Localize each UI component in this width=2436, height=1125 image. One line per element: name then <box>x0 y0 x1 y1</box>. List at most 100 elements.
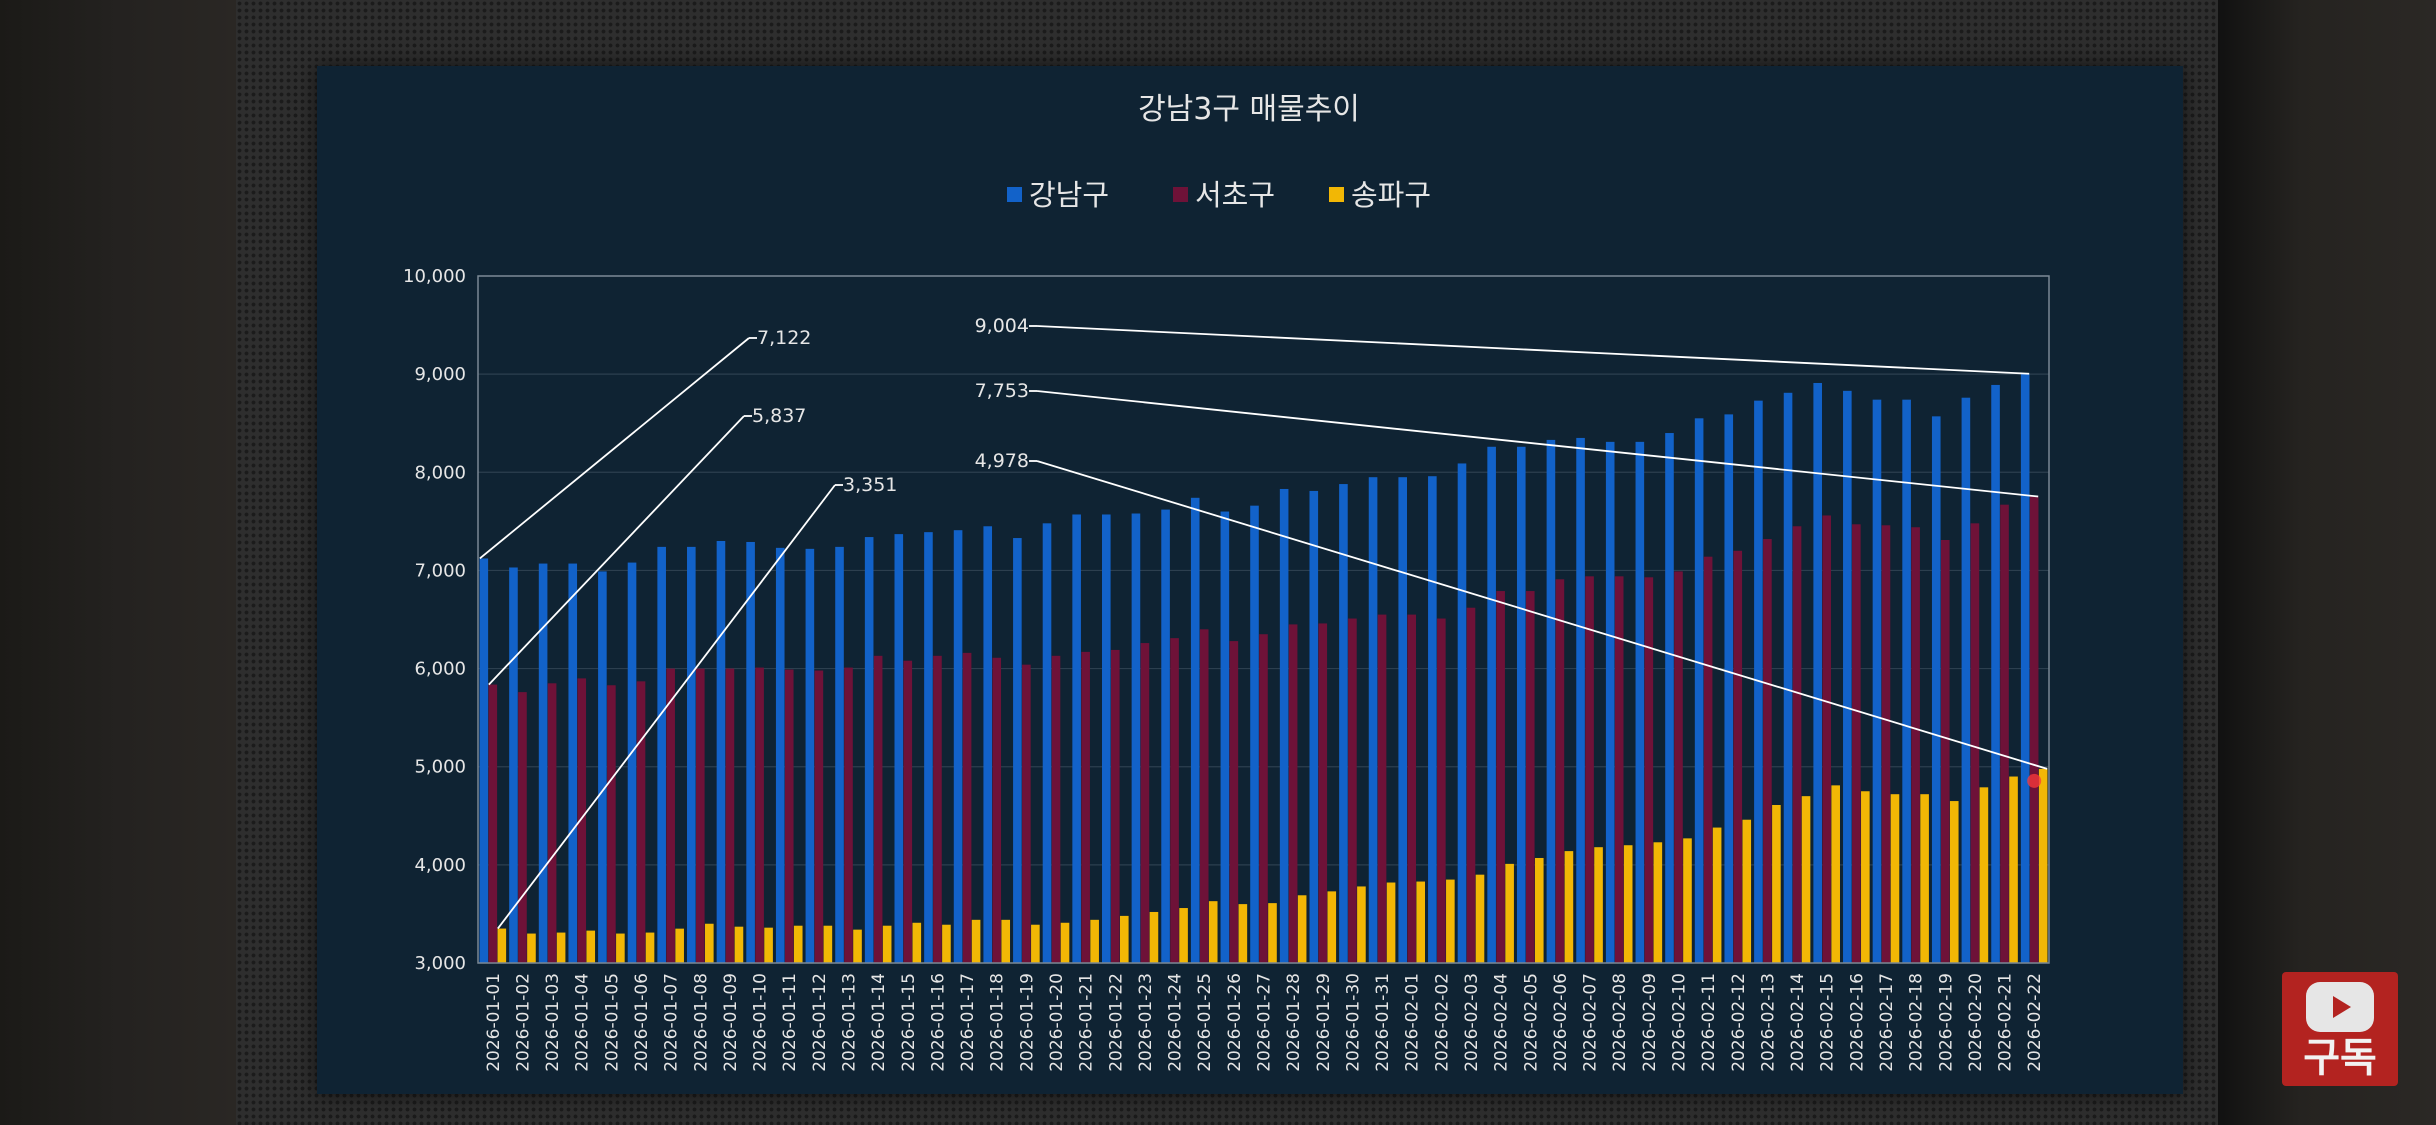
bar-gangnam <box>1902 399 1911 963</box>
bar-seocho <box>1022 664 1031 963</box>
bar-gangnam <box>1309 490 1319 963</box>
legend-label-gangnam: 강남구 <box>1029 178 1109 212</box>
bar-seocho <box>1585 576 1594 963</box>
bar-songpa <box>1861 791 1870 963</box>
bar-gangnam <box>1665 433 1674 963</box>
bar-seocho <box>903 660 913 963</box>
bar-songpa <box>1179 908 1188 963</box>
bar-songpa <box>1505 863 1514 963</box>
bar-seocho <box>962 652 972 963</box>
bar-gangnam <box>509 567 518 963</box>
x-tick-label: 2026-01-21 <box>1077 973 1097 1072</box>
x-tick-label: 2026-02-17 <box>1877 973 1897 1072</box>
bar-seocho <box>1881 525 1891 963</box>
bar-gangnam <box>568 563 578 963</box>
bar-gangnam <box>805 548 815 963</box>
bar-seocho <box>1614 576 1624 963</box>
bar-songpa <box>1534 857 1544 963</box>
bar-songpa <box>1475 874 1485 963</box>
bar-songpa <box>734 926 744 963</box>
callout-label: 7,122 <box>757 327 811 349</box>
y-tick-label: 10,000 <box>403 266 466 287</box>
bar-gangnam <box>1516 446 1526 964</box>
x-tick-label: 2026-01-17 <box>958 973 978 1072</box>
bar-seocho <box>1318 623 1328 963</box>
x-tick-label: 2026-02-18 <box>1907 973 1927 1072</box>
bar-songpa <box>1594 847 1603 963</box>
x-tick-label: 2026-01-25 <box>1195 973 1215 1072</box>
bar-seocho <box>1674 571 1683 963</box>
bar-seocho <box>2000 504 2009 963</box>
subscribe-button[interactable]: 구독 <box>2282 972 2398 1086</box>
legend-swatch-seocho <box>1173 187 1188 202</box>
bars <box>479 373 2048 964</box>
x-tick-label: 2026-01-13 <box>840 973 860 1072</box>
bar-gangnam <box>1042 523 1052 963</box>
x-tick-label: 2026-02-09 <box>1640 973 1660 1072</box>
bar-seocho <box>1170 638 1179 963</box>
bar-songpa <box>586 930 596 963</box>
bar-songpa <box>1683 838 1692 963</box>
bar-gangnam <box>1694 418 1704 963</box>
bar-songpa <box>705 923 714 963</box>
legend-label-songpa: 송파구 <box>1351 178 1431 212</box>
x-tick-label: 2026-02-22 <box>2025 973 2045 1072</box>
bar-gangnam <box>894 534 904 963</box>
bar-gangnam <box>1013 538 1022 963</box>
bar-gangnam <box>1961 397 1971 963</box>
bar-seocho <box>1822 515 1831 963</box>
x-tick-label: 2026-01-30 <box>1343 973 1363 1072</box>
bar-songpa <box>764 927 773 963</box>
bar-seocho <box>1199 629 1209 963</box>
bar-songpa <box>1979 787 1989 963</box>
bar-songpa <box>1327 891 1337 963</box>
bar-gangnam <box>1931 416 1941 963</box>
callout-line <box>1036 325 2030 375</box>
bar-gangnam <box>479 558 489 963</box>
callout-line <box>1036 390 2039 498</box>
bar-songpa <box>527 933 536 963</box>
bar-songpa <box>1119 915 1129 963</box>
x-tick-label: 2026-02-03 <box>1462 973 1482 1072</box>
x-tick-label: 2026-01-19 <box>1017 973 1037 1072</box>
bar-seocho <box>1259 634 1268 963</box>
bar-gangnam <box>1339 484 1348 963</box>
x-tick-label: 2026-01-26 <box>1225 973 1245 1072</box>
x-tick-label: 2026-02-02 <box>1432 973 1452 1072</box>
bar-chart: 강남3구 매물추이 강남구 서초구 송파구 3,000 4,000 5,000 6,000… <box>403 92 2050 1072</box>
bar-songpa <box>1386 882 1396 963</box>
bar-gangnam <box>1428 476 1437 963</box>
bar-songpa <box>1623 845 1633 963</box>
bar-gangnam <box>1368 477 1378 963</box>
bar-seocho <box>1940 540 1950 963</box>
bar-gangnam <box>1813 382 1822 963</box>
bar-gangnam <box>2020 373 2030 964</box>
bar-gangnam <box>835 546 844 963</box>
bar-gangnam <box>1843 390 1852 963</box>
bar-songpa <box>882 925 892 963</box>
x-tick-label: 2026-01-27 <box>1255 973 1275 1072</box>
bar-seocho <box>1377 614 1387 963</box>
bar-gangnam <box>1576 437 1585 964</box>
bar-gangnam <box>864 537 874 963</box>
bar-seocho <box>1466 607 1476 963</box>
x-tick-label: 2026-02-13 <box>1758 973 1778 1072</box>
bar-songpa <box>1742 819 1752 963</box>
bar-gangnam <box>1754 400 1763 963</box>
y-tick-label: 6,000 <box>414 659 466 680</box>
x-tick-label: 2026-01-16 <box>928 973 948 1072</box>
y-tick-label: 5,000 <box>414 757 466 778</box>
y-axis: 3,000 4,000 5,000 6,000 7,000 8,000 9,000 10,00… <box>403 266 466 974</box>
bar-seocho <box>2029 496 2039 963</box>
bar-songpa <box>1208 901 1218 963</box>
bar-songpa <box>1801 796 1811 963</box>
bar-seocho <box>1525 591 1535 963</box>
bar-gangnam <box>538 563 548 963</box>
x-tick-label: 2026-01-01 <box>484 973 504 1072</box>
bar-gangnam <box>687 546 696 963</box>
legend-swatch-songpa <box>1329 187 1344 202</box>
bar-songpa <box>1149 911 1159 963</box>
x-tick-label: 2026-01-12 <box>810 973 830 1072</box>
bar-seocho <box>1496 591 1505 963</box>
bar-songpa <box>1772 804 1781 963</box>
